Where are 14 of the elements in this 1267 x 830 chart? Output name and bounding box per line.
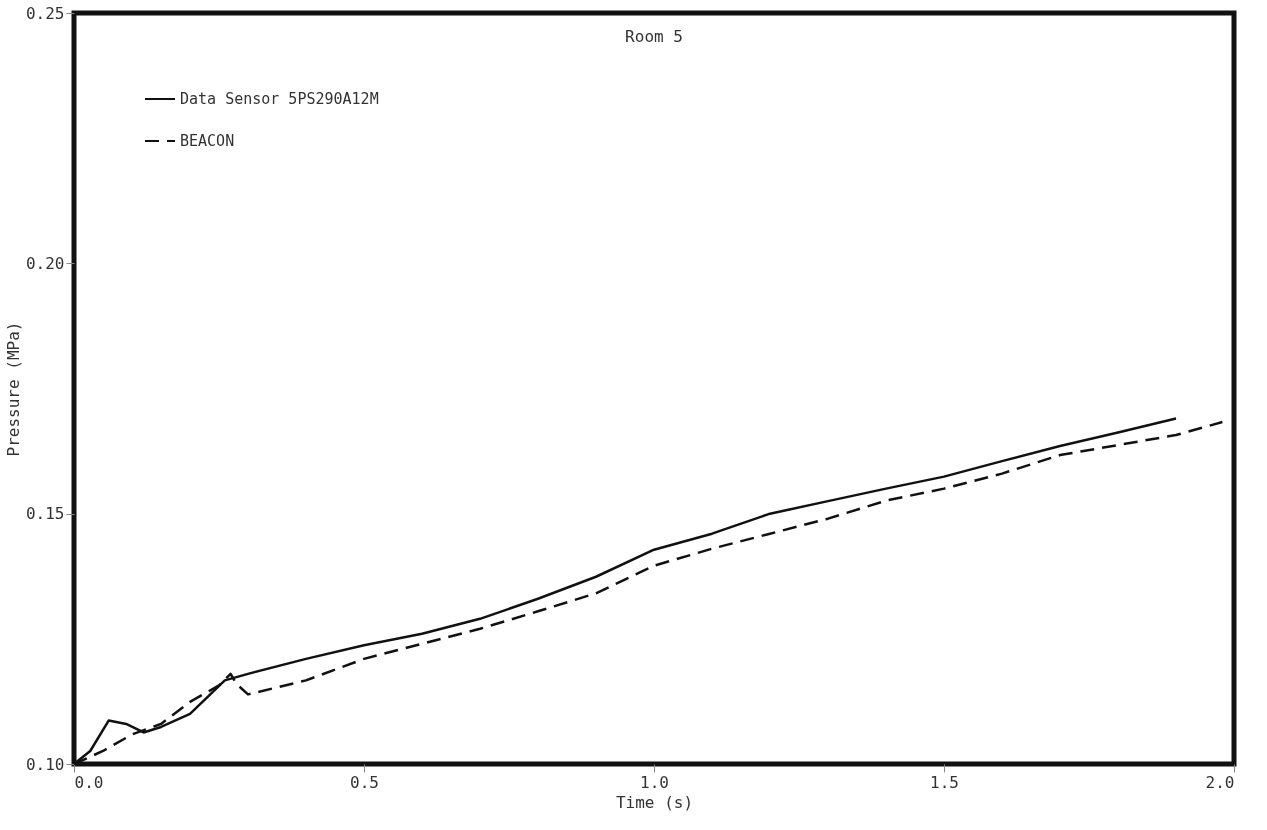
y-tick-label: 0.20 [25,253,65,273]
y-tick-label: 0.25 [25,3,65,23]
y-tick-label: 0.10 [25,754,65,774]
y-axis-title: Pressure (MPa) [3,321,23,457]
legend-label: Data Sensor 5PS290A12M [180,90,379,108]
x-axis-title: Time (s) [615,792,694,812]
legend-label: BEACON [180,132,235,150]
x-tick-label: 1.5 [930,772,959,792]
x-tick-label: 0.5 [350,772,379,792]
text: Room 5 [625,27,683,46]
x-tick-label: 2.0 [1205,772,1235,792]
y-tick-label: 0.15 [25,504,65,524]
x-tick-label: 0.0 [74,772,104,792]
x-tick-label: 1.0 [640,772,669,792]
